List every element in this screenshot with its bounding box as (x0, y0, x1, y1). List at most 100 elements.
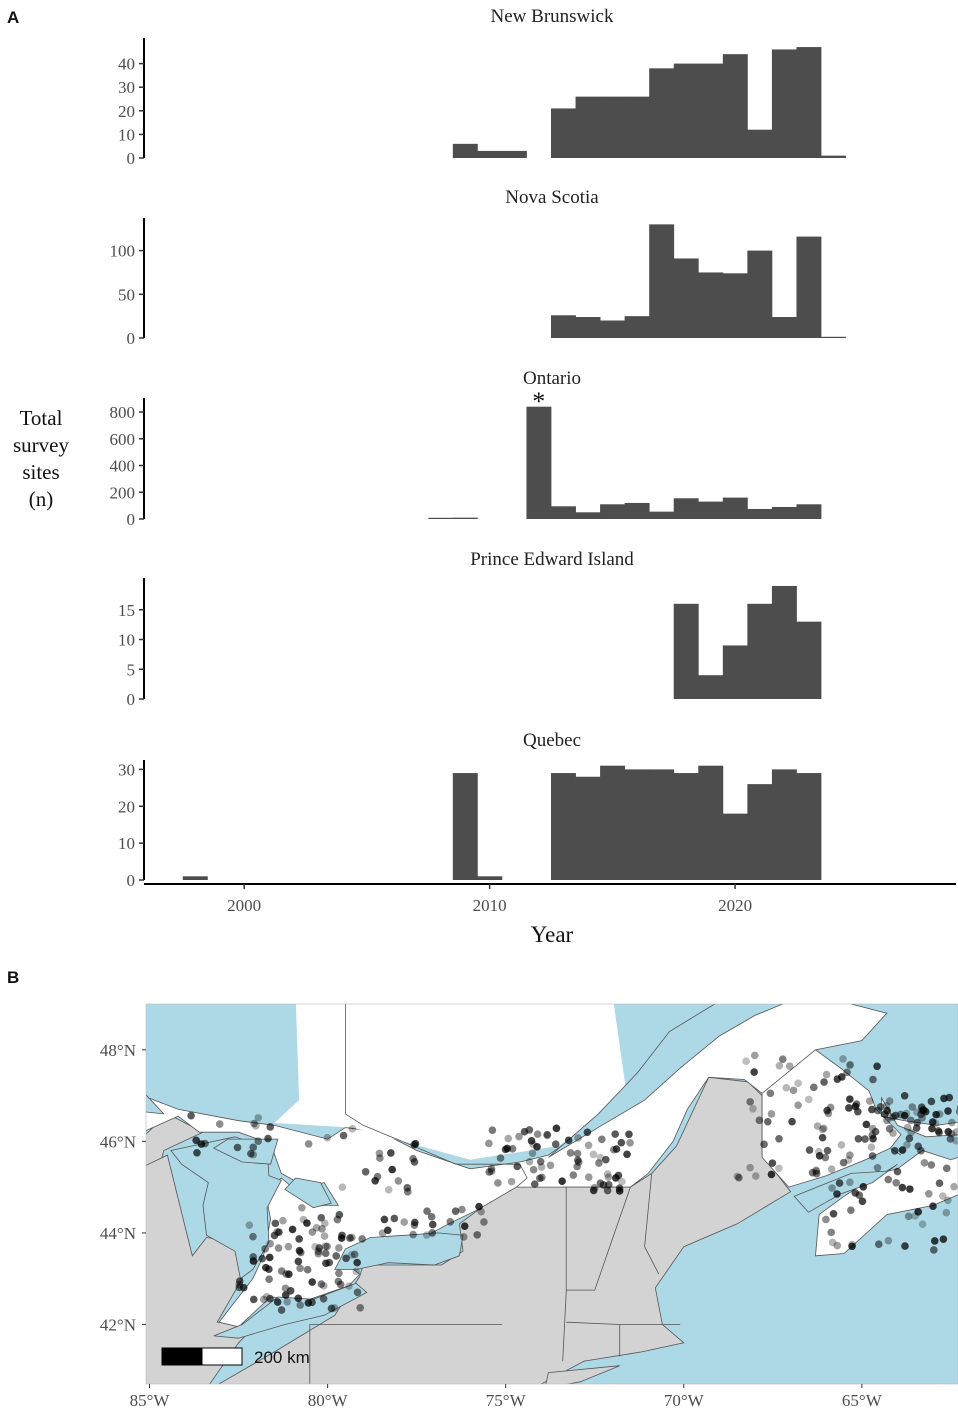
survey-site-point (266, 1294, 274, 1303)
survey-site-point (829, 1209, 838, 1218)
survey-site-point (892, 1178, 900, 1187)
survey-site-point (286, 1286, 295, 1295)
survey-site-point (837, 1141, 846, 1149)
scale-bar-white (201, 1347, 243, 1366)
survey-site-point (371, 1176, 379, 1185)
st-lawrence-river (548, 1004, 784, 1158)
survey-site-point (295, 1235, 303, 1243)
survey-site-point (914, 1208, 922, 1216)
survey-site-point (507, 1177, 516, 1186)
survey-site-point (835, 1179, 844, 1187)
bar (722, 273, 748, 338)
survey-site-point (319, 1282, 328, 1290)
survey-site-point (318, 1224, 326, 1233)
survey-site-point (525, 1157, 534, 1166)
survey-site-point (812, 1169, 821, 1178)
survey-site-point (859, 1183, 868, 1191)
y-axis-title-word: (n) (28, 487, 54, 511)
y-tick-label: 400 (110, 457, 136, 476)
survey-site-point (940, 1094, 948, 1103)
survey-site-point (625, 1130, 633, 1139)
survey-site-point (920, 1159, 929, 1167)
survey-site-point (345, 1282, 353, 1290)
panel-new-brunswick: New Brunswick 0 10 20 30 40 (118, 6, 846, 168)
survey-site-point (603, 1186, 612, 1195)
survey-site-point (274, 1244, 283, 1252)
map-y-tick-label: 42°N (100, 1315, 136, 1334)
scale-bar-black (161, 1347, 203, 1366)
survey-site-point (612, 1145, 621, 1153)
survey-site-point (475, 1202, 483, 1211)
survey-site-point (883, 1116, 891, 1125)
survey-site-point (904, 1212, 913, 1221)
survey-site-point (746, 1098, 754, 1106)
y-tick-label: 800 (110, 403, 136, 422)
survey-site-point (898, 1183, 907, 1192)
survey-site-point (595, 1159, 603, 1167)
y-tick-label: 0 (127, 871, 136, 890)
bar (575, 317, 601, 338)
survey-site-point (865, 1097, 874, 1105)
survey-site-point (527, 1137, 536, 1145)
bar (673, 258, 699, 338)
panel-quebec: Quebec 0 10 20 30 (118, 730, 822, 890)
admin-border (644, 1173, 660, 1275)
survey-site-point (284, 1242, 293, 1251)
survey-site-point (934, 1127, 943, 1135)
survey-site-point (536, 1157, 545, 1166)
survey-site-point (312, 1224, 321, 1232)
survey-site-point (277, 1306, 286, 1314)
survey-site-point (308, 1278, 317, 1286)
nova-scotia-land (815, 1150, 958, 1257)
survey-site-point (283, 1298, 292, 1306)
survey-site-point (266, 1123, 275, 1131)
survey-site-point (884, 1236, 893, 1245)
y-axis-title-word: Total (19, 406, 63, 430)
bar (747, 603, 773, 699)
bar (526, 406, 552, 519)
survey-site-point (353, 1258, 361, 1267)
survey-site-point (383, 1226, 392, 1235)
survey-site-point (604, 1181, 613, 1189)
bar (771, 769, 797, 880)
survey-site-point (827, 1228, 836, 1237)
y-tick-label: 15 (118, 601, 135, 620)
survey-site-point (390, 1214, 399, 1223)
survey-site-point (573, 1149, 582, 1158)
survey-site-point (387, 1149, 395, 1157)
y-axis-title-word: survey (13, 433, 69, 457)
survey-site-point (873, 1106, 882, 1115)
survey-site-point (325, 1258, 334, 1267)
survey-site-point (794, 1079, 802, 1088)
survey-site-point (946, 1135, 955, 1143)
y-tick-label: 10 (118, 125, 135, 144)
y-tick-label: 0 (127, 329, 136, 348)
survey-site-point (298, 1203, 306, 1212)
survey-site-point (574, 1134, 582, 1142)
bar (551, 506, 576, 519)
scale-bar: 200 km (161, 1347, 310, 1367)
survey-site-point (339, 1131, 348, 1140)
survey-site-point (356, 1304, 365, 1312)
bar (722, 54, 748, 158)
survey-site-point (394, 1177, 403, 1185)
survey-site-point (906, 1116, 915, 1125)
bar (747, 508, 773, 519)
survey-site-point (319, 1295, 328, 1303)
survey-site-point (240, 1283, 248, 1292)
survey-site-point (855, 1191, 864, 1200)
survey-site-point (458, 1205, 466, 1214)
survey-site-point (944, 1127, 953, 1136)
bar (551, 315, 576, 338)
survey-site-point (574, 1158, 583, 1166)
survey-site-point (353, 1288, 362, 1297)
bar (698, 765, 724, 880)
survey-site-point (488, 1126, 497, 1135)
bar (698, 675, 724, 699)
survey-site-point (460, 1222, 469, 1230)
bar (649, 511, 675, 519)
panel-title: New Brunswick (491, 6, 614, 27)
survey-site-point (428, 1220, 437, 1229)
survey-site-point (558, 1177, 566, 1186)
survey-site-point (303, 1219, 311, 1227)
